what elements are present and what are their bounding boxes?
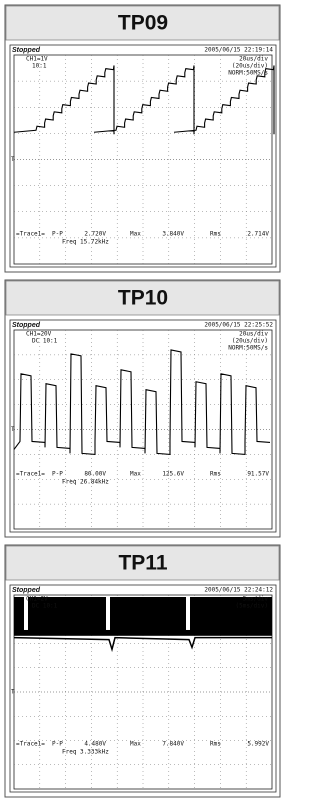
scope-panel: TP11 Stopped 2005/06/15 22:24:12 T CH1=2VDC … bbox=[5, 545, 280, 797]
trigger-mark: T bbox=[11, 156, 15, 163]
coupling: DC 10:1 bbox=[32, 603, 58, 610]
pp-label: P-P bbox=[52, 231, 63, 238]
timebase: 20us/div bbox=[239, 56, 268, 63]
waveform-gap bbox=[106, 597, 110, 630]
timebase-window: (20us/div) bbox=[232, 338, 268, 345]
pp-label: P-P bbox=[52, 471, 63, 478]
freq-value: 15.72kHz bbox=[80, 239, 109, 246]
pp-value: 2.720V bbox=[84, 231, 106, 238]
freq-label: Freq bbox=[62, 749, 77, 756]
panel-title: TP09 bbox=[118, 12, 168, 35]
panel-title: TP10 bbox=[118, 287, 168, 310]
status: Stopped bbox=[12, 322, 41, 329]
status: Stopped bbox=[12, 587, 41, 594]
trace-label: =Trace1= bbox=[16, 741, 45, 748]
rms-label: Rms bbox=[210, 471, 221, 478]
channel: CH1=2V bbox=[26, 596, 48, 603]
scope-panel: TP10 Stopped 2005/06/15 22:25:52 T CH1=20VDC… bbox=[5, 280, 280, 537]
timestamp: 2005/06/15 22:24:12 bbox=[204, 587, 273, 594]
waveform-gap bbox=[186, 597, 190, 630]
freq-value: 3.333kHz bbox=[80, 749, 109, 756]
timebase: 5ms/div bbox=[243, 596, 269, 603]
scope-panel: TP09 Stopped 2005/06/15 22:19:14 T CH1=1V10:… bbox=[5, 5, 280, 272]
timebase: 20us/div bbox=[239, 331, 268, 338]
freq-label: Freq bbox=[62, 479, 77, 486]
channel: CH1=1V bbox=[26, 56, 48, 63]
pp-value: 4.480V bbox=[84, 741, 106, 748]
rms-label: Rms bbox=[210, 231, 221, 238]
timestamp: 2005/06/15 22:25:52 bbox=[204, 322, 273, 329]
timebase-window: (20us/div) bbox=[232, 63, 268, 70]
timestamp: 2005/06/15 22:19:14 bbox=[204, 47, 273, 54]
status: Stopped bbox=[12, 47, 41, 54]
max-label: Max bbox=[130, 741, 141, 748]
trace-label: =Trace1= bbox=[16, 471, 45, 478]
acq-mode: NORM:50MS/s bbox=[228, 70, 268, 77]
freq-label: Freq bbox=[62, 239, 77, 246]
rms-value: 5.992V bbox=[247, 741, 269, 748]
rms-value: 2.714V bbox=[247, 231, 269, 238]
rms-value: 91.57V bbox=[247, 471, 269, 478]
coupling: 10:1 bbox=[32, 63, 47, 70]
acq-mode: NORM:50MS/s bbox=[228, 345, 268, 352]
max-value: 7.840V bbox=[162, 741, 184, 748]
panel-title: TP11 bbox=[118, 552, 167, 575]
trigger-mark: T bbox=[11, 689, 15, 696]
coupling: DC 10:1 bbox=[32, 338, 58, 345]
pp-label: P-P bbox=[52, 741, 63, 748]
timebase-window: (5ms/div) bbox=[235, 603, 268, 610]
trigger-mark: T bbox=[11, 426, 15, 433]
trace-label: =Trace1= bbox=[16, 231, 45, 238]
pp-value: 80.00V bbox=[84, 471, 106, 478]
max-label: Max bbox=[130, 471, 141, 478]
max-value: 3.840V bbox=[162, 231, 184, 238]
max-label: Max bbox=[130, 231, 141, 238]
page: TP09 Stopped 2005/06/15 22:19:14 T CH1=1V10:… bbox=[0, 0, 287, 802]
max-value: 125.6V bbox=[162, 471, 184, 478]
channel: CH1=20V bbox=[26, 331, 52, 338]
rms-label: Rms bbox=[210, 741, 221, 748]
freq-value: 26.84kHz bbox=[80, 479, 109, 486]
